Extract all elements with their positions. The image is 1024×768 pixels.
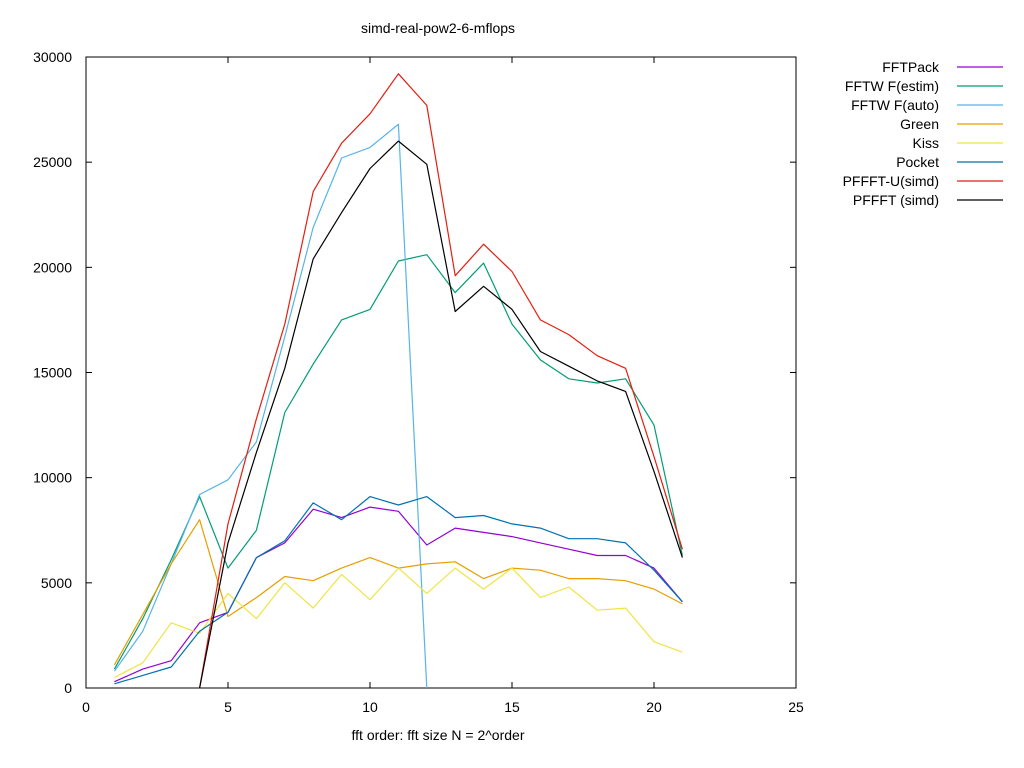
series-line-fftw-f-estim <box>113 254 683 670</box>
y-tick-label: 5000 <box>41 575 72 591</box>
legend-label-green: Green <box>900 116 939 132</box>
x-tick-label: 5 <box>224 699 232 715</box>
x-tick-label: 0 <box>82 699 90 715</box>
series-line-fftw-f-auto <box>113 123 428 689</box>
legend-label-pffft-u-simd: PFFFT-U(simd) <box>843 173 939 189</box>
series-line-kiss <box>114 567 683 679</box>
x-axis-label: fft order: fft size N = 2^order <box>352 727 525 743</box>
legend-label-kiss: Kiss <box>913 135 939 151</box>
legend-label-fftw-f-estim: FFTW F(estim) <box>845 78 939 94</box>
legend-label-fftw-f-auto: FFTW F(auto) <box>851 97 939 113</box>
x-tick-label: 25 <box>788 699 804 715</box>
y-tick-label: 20000 <box>33 259 72 275</box>
series-line-pffft-simd <box>199 140 683 689</box>
series-line-pffft-u-simd <box>199 73 683 689</box>
chart-title: simd-real-pow2-6-mflops <box>361 20 515 36</box>
series-lines <box>113 73 683 689</box>
axes: 0 5 10 15 20 25 0 5000 10000 15000 20000 25000 30000 <box>33 49 804 715</box>
x-tick-label: 10 <box>362 699 378 715</box>
legend-label-fftpack: FFTPack <box>882 59 940 75</box>
legend-label-pocket: Pocket <box>896 154 939 170</box>
x-tick-label: 20 <box>646 699 662 715</box>
y-tick-label: 10000 <box>33 470 72 486</box>
x-tick-label: 15 <box>504 699 520 715</box>
series-line-pocket <box>114 496 683 685</box>
legend-label-pffft-simd: PFFFT (simd) <box>853 192 939 208</box>
legend: FFTPack FFTW F(estim) FFTW F(auto) Green Kis… <box>843 59 1003 208</box>
y-tick-label: 0 <box>64 680 72 696</box>
y-tick-label: 30000 <box>33 49 72 65</box>
y-tick-label: 15000 <box>33 365 72 381</box>
y-tick-label: 25000 <box>33 154 72 170</box>
